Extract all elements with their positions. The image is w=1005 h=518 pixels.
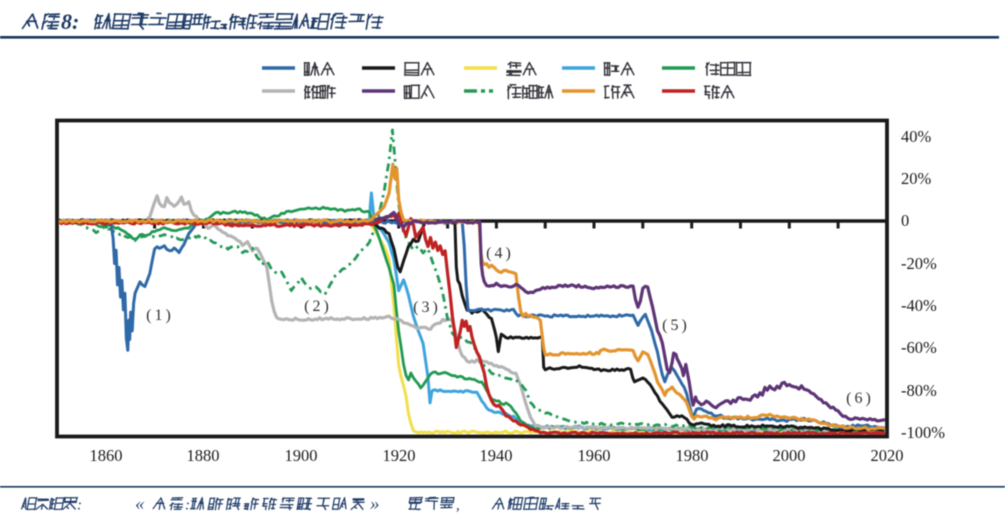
svg-text:1980: 1980: [676, 446, 709, 465]
svg-text:,: ,: [456, 498, 460, 514]
svg-text:(3): (3): [413, 299, 441, 316]
svg-text:1920: 1920: [383, 446, 416, 465]
svg-text:-80%: -80%: [901, 381, 937, 400]
svg-text:0: 0: [901, 211, 909, 230]
svg-text::: :: [77, 498, 82, 514]
svg-text:(4): (4): [486, 245, 514, 262]
svg-text:(2): (2): [304, 298, 332, 315]
svg-text:-20%: -20%: [901, 254, 937, 273]
svg-text:(6): (6): [846, 390, 874, 407]
svg-text:(1): (1): [146, 307, 174, 324]
svg-text:-100%: -100%: [901, 423, 945, 442]
svg-text:1960: 1960: [578, 446, 611, 465]
svg-text:20%: 20%: [901, 169, 932, 188]
svg-text:2020: 2020: [871, 446, 904, 465]
svg-text::: :: [185, 498, 190, 514]
svg-text:(5): (5): [662, 317, 690, 334]
svg-text:-40%: -40%: [901, 296, 937, 315]
svg-text:2000: 2000: [773, 446, 806, 465]
svg-text:1860: 1860: [90, 446, 123, 465]
svg-text:1940: 1940: [480, 446, 513, 465]
svg-text:8:: 8:: [61, 9, 79, 34]
svg-text:40%: 40%: [901, 127, 932, 146]
svg-text:«: «: [135, 494, 145, 515]
svg-text:1900: 1900: [285, 446, 318, 465]
svg-text:-60%: -60%: [901, 338, 937, 357]
svg-text:»: »: [370, 494, 380, 515]
svg-text:1880: 1880: [187, 446, 220, 465]
